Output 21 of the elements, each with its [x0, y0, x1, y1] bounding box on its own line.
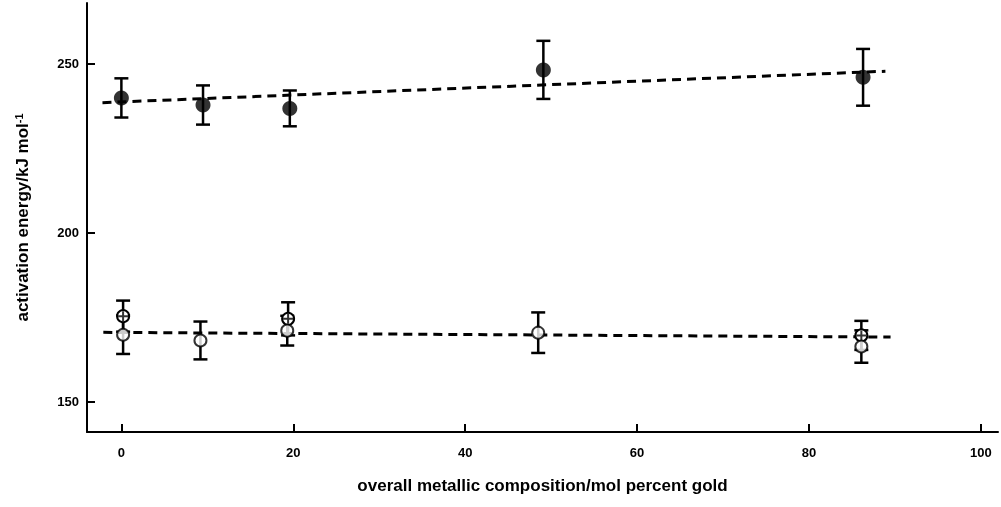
point [116, 327, 131, 342]
x-tick-label: 60 [629, 445, 645, 460]
x-tick-label: 80 [801, 445, 817, 460]
point [280, 323, 295, 338]
point [531, 325, 546, 340]
point [193, 333, 208, 348]
y-tick-label: 200 [57, 225, 79, 241]
y-tick-label: 250 [57, 56, 79, 72]
x-tick-label: 100 [969, 445, 992, 460]
y-tick-label: 150 [57, 394, 79, 410]
point [854, 339, 869, 354]
point [282, 100, 298, 116]
point [855, 69, 871, 85]
x-tick-label: 0 [117, 445, 125, 460]
x-tick-label: 40 [457, 445, 473, 460]
point [535, 62, 551, 78]
y-axis-title: activation energy/kJ mol-1 [12, 113, 32, 322]
point [113, 90, 129, 106]
x-axis-title: overall metallic composition/mol percent gold [357, 476, 728, 495]
x-tick-label: 20 [286, 445, 301, 460]
point [195, 97, 211, 113]
